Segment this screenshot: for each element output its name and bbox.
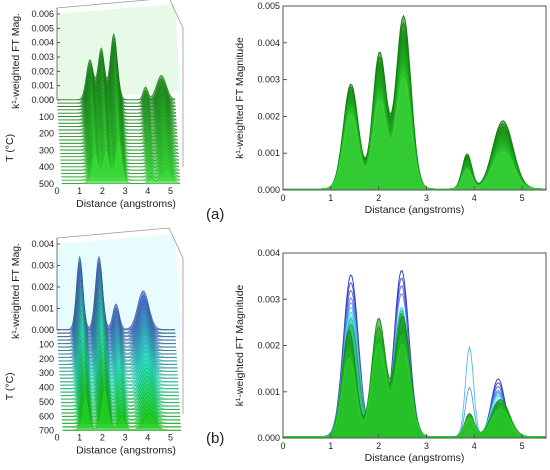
x-tick-label: 2 xyxy=(376,193,381,203)
x-tick-label: 1 xyxy=(77,186,82,196)
panel-a-3d-waterfall: 0.000 0.001 0.002 0.003 0.004 0.005 0.006 0 100 2… xyxy=(4,0,184,210)
x-tick-label: 2 xyxy=(100,433,105,443)
z-tick-label: 100 xyxy=(39,112,54,122)
x-axis-label: Distance (angstroms) xyxy=(365,204,465,216)
z-tick-label: 300 xyxy=(39,368,54,378)
x-tick-label: 2 xyxy=(100,186,105,196)
x-tick-label: 2 xyxy=(376,441,381,451)
y-tick-label: 0.003 xyxy=(31,261,54,271)
y-axis-label: k¹-weighted FT Mag. xyxy=(10,243,22,339)
x-axis-label: Distance (angstroms) xyxy=(76,198,176,210)
y-tick-label: 0.003 xyxy=(257,294,280,304)
y-tick-label: 0.002 xyxy=(257,341,280,351)
z-axis-label: T (°C) xyxy=(4,134,16,162)
y-tick-label: 0.003 xyxy=(257,75,280,85)
z-tick-label: 500 xyxy=(39,397,54,407)
x-tick-label: 1 xyxy=(328,193,333,203)
y-tick-label: 0.001 xyxy=(31,81,54,91)
z-tick-label: 0 xyxy=(49,325,54,335)
y-tick-label: 0.001 xyxy=(31,304,54,314)
waterfall-slice xyxy=(62,386,182,431)
z-axis-label: T (°C) xyxy=(4,372,16,400)
y-tick-label: 0.000 xyxy=(257,433,280,443)
z-tick-label: 600 xyxy=(39,411,54,421)
y-tick-label: 0.000 xyxy=(257,185,280,195)
y-tick-label: 0.000 xyxy=(31,95,54,105)
z-tick-label: 500 xyxy=(39,179,54,189)
plot-frame xyxy=(282,5,547,191)
x-tick-label: 3 xyxy=(424,441,429,451)
y-axis-label: k¹-weighted FT Magnitude xyxy=(234,37,246,159)
y-axis-label: k¹-weighted FT Mag. xyxy=(10,13,22,109)
y-tick-label: 0.000 xyxy=(31,325,54,335)
y-tick-label: 0.002 xyxy=(257,111,280,121)
x-tick-label: 4 xyxy=(145,433,150,443)
z-tick-label: 100 xyxy=(39,339,54,349)
z-tick-label: 200 xyxy=(39,129,54,139)
panel-a-2d-plot: 0 1 2 3 4 5 0.000 0.001 0.002 0.003 0.004 0.005 Dist… xyxy=(234,1,547,216)
panel-b-3d-waterfall: 0.0000.0010.0020.0030.004010020030040050… xyxy=(4,227,184,457)
panel-label-b: (b) xyxy=(206,430,224,447)
x-tick-label: 4 xyxy=(145,186,150,196)
x-tick-label: 5 xyxy=(168,433,173,443)
panel-label-a: (a) xyxy=(206,206,224,223)
x-tick-label: 0 xyxy=(280,441,285,451)
y-tick-label: 0.002 xyxy=(31,282,54,292)
x-tick-label: 3 xyxy=(424,193,429,203)
x-axis-label: Distance (angstroms) xyxy=(76,445,176,457)
series-curve xyxy=(282,77,547,191)
x-tick-label: 0 xyxy=(280,193,285,203)
x-tick-label: 5 xyxy=(520,193,525,203)
y-tick-label: 0.004 xyxy=(31,239,54,249)
y-tick-label: 0.004 xyxy=(257,38,280,48)
x-tick-label: 4 xyxy=(472,441,477,451)
x-tick-label: 0 xyxy=(54,433,59,443)
y-tick-label: 0.005 xyxy=(257,1,280,11)
x-tick-label: 5 xyxy=(168,186,173,196)
y-tick-label: 0.005 xyxy=(31,23,54,33)
box-edge xyxy=(56,227,184,415)
x-tick-label: 0 xyxy=(54,186,59,196)
y-tick-label: 0.003 xyxy=(31,52,54,62)
y-tick-label: 0.004 xyxy=(31,38,54,48)
x-tick-label: 4 xyxy=(472,193,477,203)
y-tick-label: 0.001 xyxy=(257,148,280,158)
y-tick-label: 0.004 xyxy=(257,248,280,258)
x-tick-label: 3 xyxy=(123,433,128,443)
x-tick-label: 1 xyxy=(77,433,82,443)
series-curve xyxy=(282,343,547,439)
z-tick-label: 400 xyxy=(39,162,54,172)
z-tick-label: 0 xyxy=(49,95,54,105)
y-tick-label: 0.006 xyxy=(31,9,54,19)
x-tick-label: 3 xyxy=(123,186,128,196)
panel-b-2d-plot: 0 1 2 3 4 5 0.000 0.001 0.002 0.003 0.004 Distance … xyxy=(234,248,547,464)
waterfall-slice xyxy=(61,138,181,185)
z-tick-label: 700 xyxy=(39,426,54,436)
y-axis-label: k¹-weighted FT Magnitude xyxy=(234,284,246,406)
z-tick-label: 300 xyxy=(39,145,54,155)
x-axis-label: Distance (angstroms) xyxy=(365,452,465,464)
x-tick-label: 1 xyxy=(328,441,333,451)
y-tick-label: 0.001 xyxy=(257,387,280,397)
z-tick-label: 200 xyxy=(39,354,54,364)
x-tick-label: 5 xyxy=(520,441,525,451)
z-tick-label: 400 xyxy=(39,383,54,393)
y-tick-label: 0.002 xyxy=(31,66,54,76)
box-edge xyxy=(56,0,184,168)
